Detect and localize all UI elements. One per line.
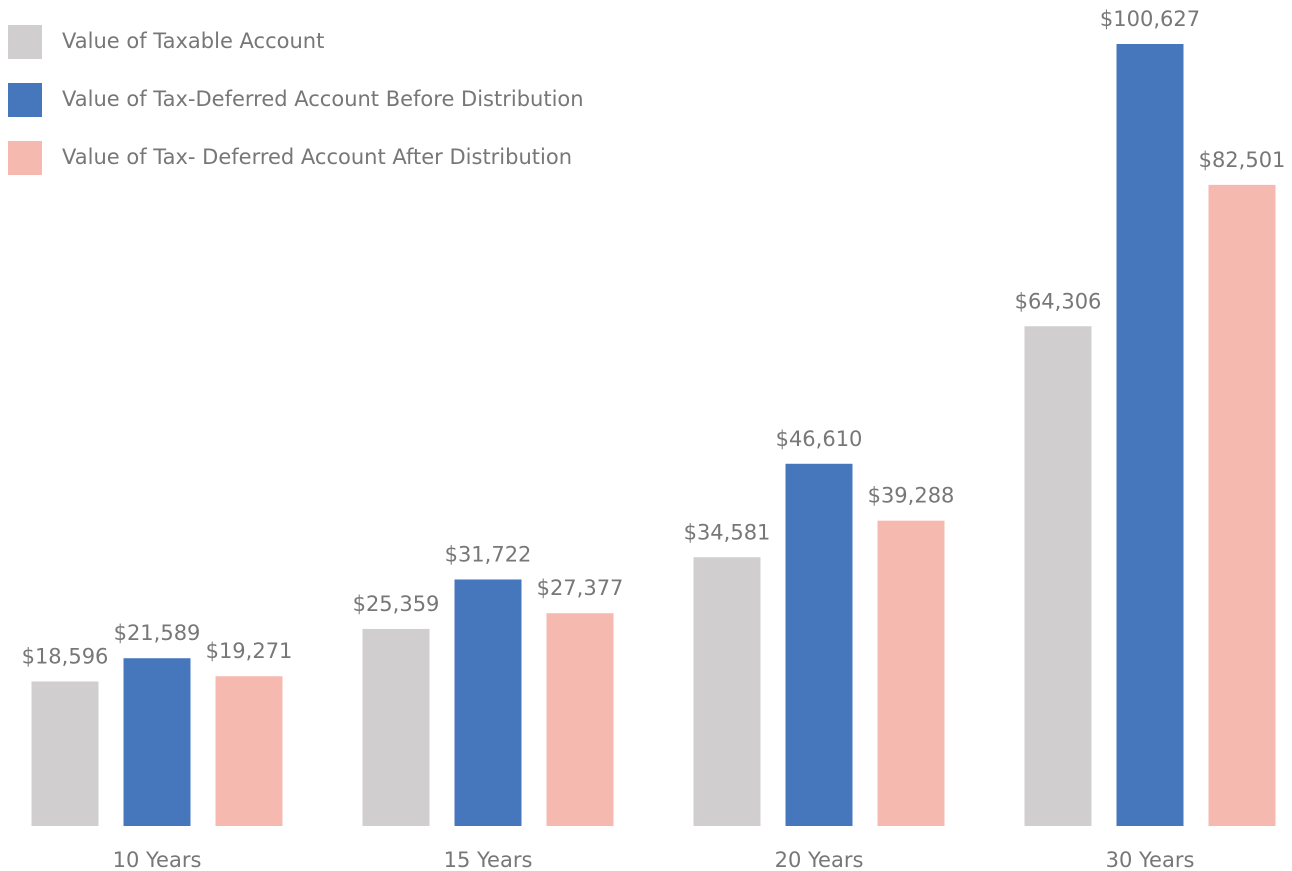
data-label: $25,359 xyxy=(353,592,440,616)
bar xyxy=(785,463,853,826)
data-label: $64,306 xyxy=(1015,289,1102,313)
x-tick-label: 10 Years xyxy=(113,848,202,871)
bar xyxy=(1116,44,1184,826)
data-label: $31,722 xyxy=(445,542,532,566)
x-tick-label: 20 Years xyxy=(775,848,864,871)
legend-swatch xyxy=(8,141,42,175)
legend-label: Value of Tax- Deferred Account After Dis… xyxy=(62,145,572,169)
bar xyxy=(546,613,614,826)
bar xyxy=(362,628,430,826)
bar xyxy=(215,676,283,826)
bar xyxy=(454,579,522,826)
data-label: $39,288 xyxy=(868,484,955,508)
data-label: $34,581 xyxy=(684,520,771,544)
legend-swatch xyxy=(8,83,42,117)
data-label: $21,589 xyxy=(114,621,201,645)
bar xyxy=(1208,184,1276,826)
x-tick-label: 30 Years xyxy=(1106,848,1195,871)
data-label: $46,610 xyxy=(776,427,863,451)
data-label: $100,627 xyxy=(1100,7,1200,31)
data-label: $82,501 xyxy=(1199,148,1286,172)
legend-label: Value of Tax-Deferred Account Before Dis… xyxy=(62,87,584,111)
legend-swatch xyxy=(8,25,42,59)
legend-label: Value of Taxable Account xyxy=(62,29,324,53)
x-tick-label: 15 Years xyxy=(444,848,533,871)
data-label: $18,596 xyxy=(22,644,109,668)
bar xyxy=(1024,326,1092,826)
data-label: $19,271 xyxy=(206,639,293,663)
bar xyxy=(693,557,761,826)
bar xyxy=(31,681,99,826)
bar xyxy=(877,520,945,826)
bar xyxy=(123,658,191,826)
data-label: $27,377 xyxy=(537,576,624,600)
